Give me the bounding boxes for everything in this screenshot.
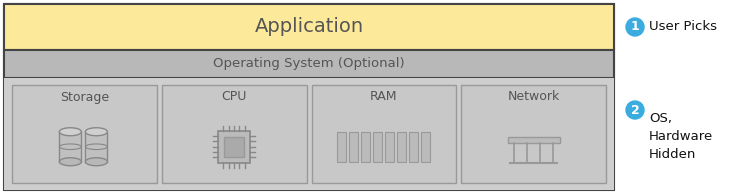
Bar <box>461 85 606 183</box>
Bar <box>410 132 419 162</box>
Ellipse shape <box>86 128 107 136</box>
Bar <box>162 85 307 183</box>
Ellipse shape <box>86 158 107 166</box>
Bar <box>422 132 430 162</box>
Bar <box>59 132 81 162</box>
Text: Network: Network <box>508 90 560 104</box>
Text: Storage: Storage <box>60 90 109 104</box>
Bar <box>12 85 157 183</box>
Text: Application: Application <box>254 17 364 36</box>
Text: 2: 2 <box>631 104 639 117</box>
Circle shape <box>626 101 644 119</box>
Bar <box>4 4 614 190</box>
Ellipse shape <box>59 128 81 136</box>
Bar <box>374 132 382 162</box>
Circle shape <box>626 18 644 36</box>
Bar <box>86 132 107 162</box>
Text: User Picks: User Picks <box>649 21 717 34</box>
Bar <box>4 50 614 78</box>
Bar <box>508 137 560 143</box>
Text: OS,
Hardware
Hidden: OS, Hardware Hidden <box>649 112 713 161</box>
Bar <box>4 4 614 50</box>
Bar <box>338 132 346 162</box>
Ellipse shape <box>59 158 81 166</box>
Text: RAM: RAM <box>370 90 398 104</box>
Bar <box>218 131 250 163</box>
Bar <box>386 132 394 162</box>
Text: Operating System (Optional): Operating System (Optional) <box>213 57 405 70</box>
Bar <box>224 137 245 157</box>
Text: 1: 1 <box>631 21 639 34</box>
Bar <box>398 132 406 162</box>
Bar <box>350 132 358 162</box>
Bar <box>362 132 370 162</box>
Text: CPU: CPU <box>221 90 247 104</box>
Bar <box>311 85 456 183</box>
Bar <box>4 78 614 190</box>
